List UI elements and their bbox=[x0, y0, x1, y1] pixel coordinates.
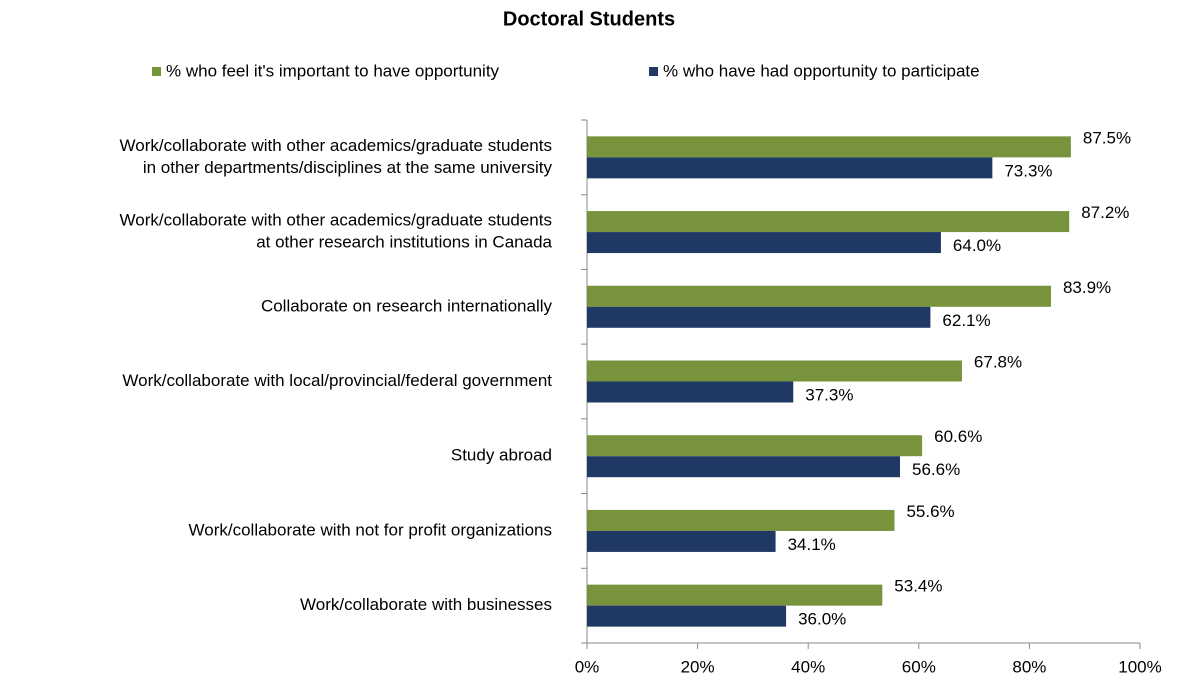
bar bbox=[587, 605, 787, 627]
x-tick-label: 60% bbox=[902, 657, 936, 676]
category-label: Work/collaborate with other academics/gr… bbox=[120, 211, 552, 230]
value-label: 87.5% bbox=[1083, 128, 1131, 147]
bar bbox=[587, 360, 962, 382]
value-label: 87.2% bbox=[1081, 203, 1129, 222]
legend-label: % who have had opportunity to participat… bbox=[663, 61, 980, 80]
category-label: Work/collaborate with other academics/gr… bbox=[120, 136, 552, 155]
category-label: in other departments/disciplines at the … bbox=[143, 158, 553, 177]
bar bbox=[587, 381, 794, 403]
category-label: at other research institutions in Canada bbox=[256, 233, 552, 252]
value-label: 53.4% bbox=[894, 577, 942, 596]
value-label: 67.8% bbox=[974, 352, 1022, 371]
category-label: Work/collaborate with businesses bbox=[300, 595, 552, 614]
legend-swatch bbox=[649, 67, 658, 76]
category-label: Study abroad bbox=[451, 446, 552, 465]
x-tick-label: 40% bbox=[791, 657, 825, 676]
chart-title: Doctoral Students bbox=[503, 8, 675, 30]
value-label: 37.3% bbox=[805, 385, 853, 404]
legend-label: % who feel it's important to have opport… bbox=[166, 61, 500, 80]
x-tick-label: 100% bbox=[1118, 657, 1161, 676]
bar bbox=[587, 285, 1051, 307]
value-label: 34.1% bbox=[788, 535, 836, 554]
category-label: Work/collaborate with local/provincial/f… bbox=[122, 371, 552, 390]
bar bbox=[587, 530, 776, 552]
value-label: 83.9% bbox=[1063, 278, 1111, 297]
category-label: Collaborate on research internationally bbox=[261, 296, 553, 315]
bar bbox=[587, 306, 931, 328]
value-label: 64.0% bbox=[953, 236, 1001, 255]
bar bbox=[587, 232, 941, 254]
x-tick-label: 20% bbox=[681, 657, 715, 676]
value-label: 73.3% bbox=[1004, 161, 1052, 180]
bar bbox=[587, 584, 883, 606]
bar bbox=[587, 136, 1071, 158]
x-tick-label: 0% bbox=[575, 657, 600, 676]
x-tick-label: 80% bbox=[1012, 657, 1046, 676]
bar bbox=[587, 157, 993, 179]
bar bbox=[587, 435, 923, 457]
category-label: Work/collaborate with not for profit org… bbox=[189, 520, 552, 539]
bar bbox=[587, 456, 900, 478]
value-label: 56.6% bbox=[912, 460, 960, 479]
value-label: 62.1% bbox=[942, 311, 990, 330]
legend-swatch bbox=[152, 67, 161, 76]
bar bbox=[587, 211, 1070, 233]
value-label: 55.6% bbox=[906, 502, 954, 521]
value-label: 60.6% bbox=[934, 427, 982, 446]
value-label: 36.0% bbox=[798, 610, 846, 629]
bar bbox=[587, 509, 895, 531]
